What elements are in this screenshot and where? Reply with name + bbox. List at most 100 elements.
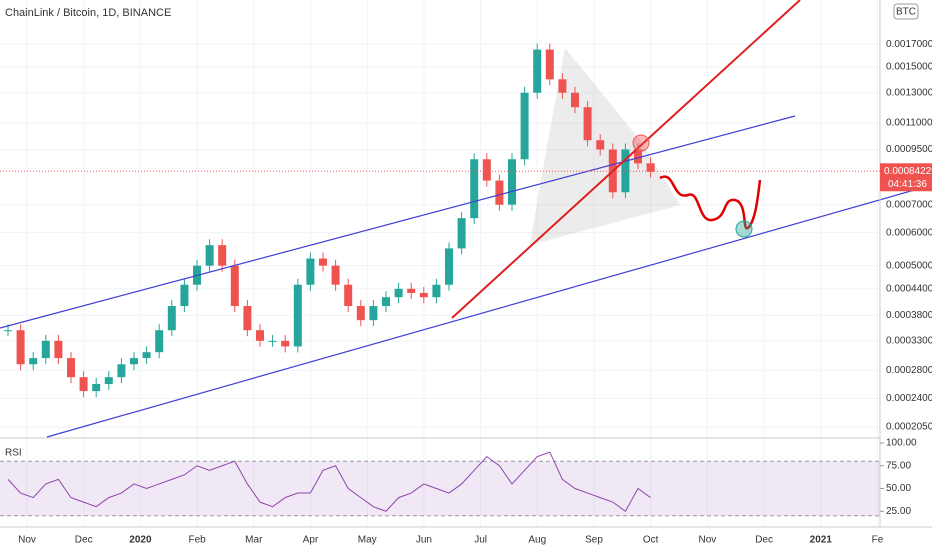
- currency-button[interactable]: [893, 3, 919, 20]
- x-tick-label: Jun: [416, 535, 432, 546]
- rsi-band: [0, 461, 880, 516]
- x-tick-label: Oct: [643, 535, 659, 546]
- x-tick-label: 2021: [810, 535, 833, 546]
- rsi-tick-label: 75.00: [886, 460, 911, 471]
- candle: [293, 284, 302, 347]
- y-tick-label: 0.00170000: [886, 39, 932, 50]
- target-marker: [735, 220, 753, 238]
- candle: [533, 49, 542, 93]
- candle: [155, 330, 164, 353]
- candle: [16, 330, 25, 365]
- x-tick-label: Fe: [872, 535, 884, 546]
- candle: [457, 218, 466, 249]
- candles: [4, 43, 655, 398]
- candle: [407, 288, 416, 293]
- x-tick-label: Dec: [75, 535, 93, 546]
- candle: [634, 149, 642, 164]
- candle: [646, 163, 655, 172]
- rsi-tick-label: 50.00: [886, 483, 911, 494]
- x-tick-label: Aug: [528, 535, 546, 546]
- candle: [205, 245, 214, 266]
- chart-title: ChainLink / Bitcoin, 1D, BINANCE: [5, 7, 171, 19]
- x-tick-label: Mar: [245, 535, 263, 546]
- candle: [369, 306, 378, 321]
- candle: [142, 352, 151, 359]
- grid: [0, 0, 880, 527]
- pattern-area: [530, 48, 680, 245]
- candle: [583, 107, 592, 141]
- last-price-label: 0.00084229: [884, 166, 932, 177]
- forecast-path: [659, 175, 762, 230]
- candle: [482, 159, 491, 181]
- candle: [281, 340, 290, 347]
- candle: [4, 330, 12, 332]
- candle: [67, 358, 75, 378]
- candle: [180, 284, 189, 307]
- candle: [571, 92, 579, 108]
- x-tick-label: Nov: [699, 535, 717, 546]
- candle: [508, 159, 516, 205]
- channel-top: [0, 115, 796, 329]
- trend-line: [451, 0, 801, 319]
- rsi-label: RSI: [5, 448, 22, 459]
- countdown-label: 04:41:36: [888, 179, 927, 190]
- rsi-tick-label: 100.00: [886, 438, 917, 449]
- candle: [394, 288, 403, 298]
- candle: [117, 364, 126, 378]
- last-price-tag: [880, 163, 932, 192]
- x-tick-label: Jul: [474, 535, 487, 546]
- candle: [54, 340, 63, 359]
- x-tick-label: Dec: [755, 535, 773, 546]
- candle: [419, 292, 428, 298]
- candle: [104, 377, 113, 385]
- x-tick-label: Sep: [585, 535, 603, 546]
- rsi-line: [7, 451, 651, 512]
- channel-bottom: [46, 184, 932, 438]
- candle: [495, 180, 504, 205]
- candle: [268, 340, 277, 342]
- candle: [596, 140, 605, 150]
- candle: [520, 92, 529, 160]
- candle: [344, 284, 353, 307]
- candle: [558, 79, 567, 93]
- x-tick-label: Nov: [18, 535, 36, 546]
- candle: [432, 284, 441, 298]
- candle: [621, 149, 630, 193]
- candle: [382, 297, 390, 307]
- candle: [243, 306, 252, 331]
- top-marker: [632, 134, 650, 152]
- candle: [306, 258, 315, 285]
- candle: [470, 159, 479, 219]
- candle: [545, 49, 554, 80]
- x-tick-label: 2020: [129, 535, 152, 546]
- candle: [331, 265, 340, 285]
- candle: [130, 358, 138, 365]
- x-tick-label: Apr: [303, 535, 319, 546]
- x-tick-label: Feb: [188, 535, 206, 546]
- candle: [92, 384, 101, 392]
- currency-label: BTC: [896, 7, 916, 18]
- x-tick-label: May: [358, 535, 377, 546]
- candle: [445, 248, 453, 285]
- candle: [356, 306, 365, 321]
- candle: [167, 306, 176, 331]
- candle: [79, 377, 88, 392]
- candle: [230, 265, 239, 307]
- rsi-tick-label: 25.00: [886, 506, 911, 517]
- candle: [29, 358, 38, 365]
